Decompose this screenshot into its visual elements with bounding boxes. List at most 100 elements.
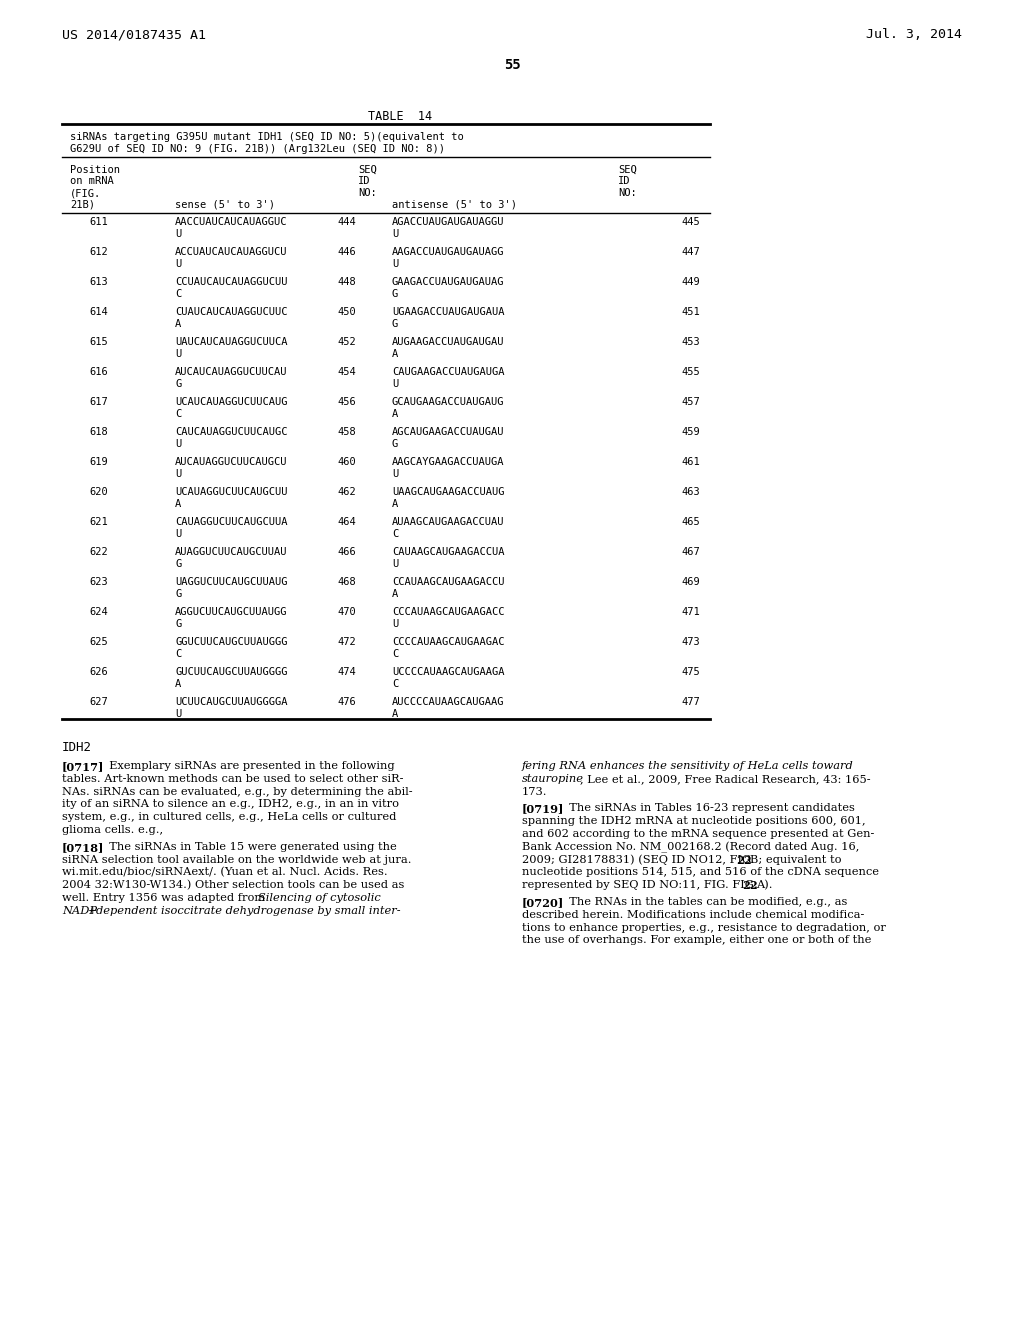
- Text: spanning the IDH2 mRNA at nucleotide positions 600, 601,: spanning the IDH2 mRNA at nucleotide pos…: [522, 816, 865, 826]
- Text: [0720]: [0720]: [522, 898, 564, 908]
- Text: G: G: [175, 379, 181, 389]
- Text: fering RNA enhances the sensitivity of HeLa cells toward: fering RNA enhances the sensitivity of H…: [522, 762, 854, 771]
- Text: The RNAs in the tables can be modified, e.g., as: The RNAs in the tables can be modified, …: [562, 898, 848, 907]
- Text: (FIG.: (FIG.: [70, 187, 101, 198]
- Text: NADP: NADP: [62, 906, 97, 916]
- Text: 470: 470: [337, 607, 356, 616]
- Text: A: A: [392, 348, 398, 359]
- Text: 621: 621: [89, 517, 108, 527]
- Text: NO:: NO:: [358, 187, 377, 198]
- Text: U: U: [392, 379, 398, 389]
- Text: 474: 474: [337, 667, 356, 677]
- Text: UCCCCAUAAGCAUGAAGA: UCCCCAUAAGCAUGAAGA: [392, 667, 505, 677]
- Text: NO:: NO:: [618, 187, 637, 198]
- Text: 446: 446: [337, 247, 356, 257]
- Text: A: A: [392, 709, 398, 719]
- Text: 463: 463: [681, 487, 700, 498]
- Text: 611: 611: [89, 216, 108, 227]
- Text: B; equivalent to: B; equivalent to: [750, 854, 842, 865]
- Text: 475: 475: [681, 667, 700, 677]
- Text: tables. Art-known methods can be used to select other siR-: tables. Art-known methods can be used to…: [62, 774, 403, 784]
- Text: C: C: [392, 529, 398, 539]
- Text: well. Entry 1356 was adapted from: well. Entry 1356 was adapted from: [62, 894, 269, 903]
- Text: CAUGAAGACCUAUGAUGA: CAUGAAGACCUAUGAUGA: [392, 367, 505, 378]
- Text: 613: 613: [89, 277, 108, 286]
- Text: 453: 453: [681, 337, 700, 347]
- Text: 472: 472: [337, 638, 356, 647]
- Text: [0718]: [0718]: [62, 842, 104, 853]
- Text: G: G: [175, 619, 181, 630]
- Text: represented by SEQ ID NO:11, FIG. FIG.: represented by SEQ ID NO:11, FIG. FIG.: [522, 880, 761, 890]
- Text: 477: 477: [681, 697, 700, 708]
- Text: AUAGGUCUUCAUGCUUAU: AUAGGUCUUCAUGCUUAU: [175, 546, 288, 557]
- Text: IDH2: IDH2: [62, 741, 92, 754]
- Text: TABLE  14: TABLE 14: [368, 110, 432, 123]
- Text: U: U: [175, 348, 181, 359]
- Text: U: U: [392, 558, 398, 569]
- Text: 620: 620: [89, 487, 108, 498]
- Text: GCAUGAAGACCUAUGAUG: GCAUGAAGACCUAUGAUG: [392, 397, 505, 407]
- Text: 462: 462: [337, 487, 356, 498]
- Text: 466: 466: [337, 546, 356, 557]
- Text: 445: 445: [681, 216, 700, 227]
- Text: 464: 464: [337, 517, 356, 527]
- Text: C: C: [175, 649, 181, 659]
- Text: CAUAAGCAUGAAGACCUA: CAUAAGCAUGAAGACCUA: [392, 546, 505, 557]
- Text: AUCAUAGGUCUUCAUGCU: AUCAUAGGUCUUCAUGCU: [175, 457, 288, 467]
- Text: 55: 55: [504, 58, 520, 73]
- Text: 449: 449: [681, 277, 700, 286]
- Text: 626: 626: [89, 667, 108, 677]
- Text: The siRNAs in Tables 16-23 represent candidates: The siRNAs in Tables 16-23 represent can…: [562, 804, 855, 813]
- Text: 471: 471: [681, 607, 700, 616]
- Text: 616: 616: [89, 367, 108, 378]
- Text: 623: 623: [89, 577, 108, 587]
- Text: A: A: [392, 409, 398, 418]
- Text: UAAGCAUGAAGACCUAUG: UAAGCAUGAAGACCUAUG: [392, 487, 505, 498]
- Text: 2009; GI28178831) (SEQ ID NO12, FIG.: 2009; GI28178831) (SEQ ID NO12, FIG.: [522, 854, 758, 865]
- Text: 615: 615: [89, 337, 108, 347]
- Text: ity of an siRNA to silence an e.g., IDH2, e.g., in an in vitro: ity of an siRNA to silence an e.g., IDH2…: [62, 800, 399, 809]
- Text: A: A: [392, 589, 398, 599]
- Text: A: A: [175, 319, 181, 329]
- Text: system, e.g., in cultured cells, e.g., HeLa cells or cultured: system, e.g., in cultured cells, e.g., H…: [62, 812, 396, 822]
- Text: , Lee et al., 2009, Free Radical Research, 43: 165-: , Lee et al., 2009, Free Radical Researc…: [580, 774, 870, 784]
- Text: 624: 624: [89, 607, 108, 616]
- Text: 447: 447: [681, 247, 700, 257]
- Text: AUGAAGACCUAUGAUGAU: AUGAAGACCUAUGAUGAU: [392, 337, 505, 347]
- Text: siRNAs targeting G395U mutant IDH1 (SEQ ID NO: 5)(equivalent to: siRNAs targeting G395U mutant IDH1 (SEQ …: [70, 132, 464, 143]
- Text: 458: 458: [337, 426, 356, 437]
- Text: A: A: [175, 678, 181, 689]
- Text: U: U: [175, 469, 181, 479]
- Text: dependent isoccitrate dehydrogenase by small inter-: dependent isoccitrate dehydrogenase by s…: [96, 906, 400, 916]
- Text: 452: 452: [337, 337, 356, 347]
- Text: 612: 612: [89, 247, 108, 257]
- Text: 444: 444: [337, 216, 356, 227]
- Text: U: U: [175, 228, 181, 239]
- Text: The siRNAs in Table 15 were generated using the: The siRNAs in Table 15 were generated us…: [102, 842, 396, 851]
- Text: UAGGUCUUCAUGCUUAUG: UAGGUCUUCAUGCUUAUG: [175, 577, 288, 587]
- Text: U: U: [175, 440, 181, 449]
- Text: 618: 618: [89, 426, 108, 437]
- Text: 617: 617: [89, 397, 108, 407]
- Text: CCCAUAAGCAUGAAGACC: CCCAUAAGCAUGAAGACC: [392, 607, 505, 616]
- Text: GUCUUCAUGCUUAUGGGG: GUCUUCAUGCUUAUGGGG: [175, 667, 288, 677]
- Text: AUCAUCAUAGGUCUUCAU: AUCAUCAUAGGUCUUCAU: [175, 367, 288, 378]
- Text: glioma cells. e.g.,: glioma cells. e.g.,: [62, 825, 163, 836]
- Text: ID: ID: [358, 177, 371, 186]
- Text: C: C: [392, 678, 398, 689]
- Text: SEQ: SEQ: [358, 165, 377, 176]
- Text: A: A: [392, 499, 398, 510]
- Text: 454: 454: [337, 367, 356, 378]
- Text: 465: 465: [681, 517, 700, 527]
- Text: UCUUCAUGCUUAUGGGGA: UCUUCAUGCUUAUGGGGA: [175, 697, 288, 708]
- Text: G629U of SEQ ID NO: 9 (FIG. 21B)) (Arg132Leu (SEQ ID NO: 8)): G629U of SEQ ID NO: 9 (FIG. 21B)) (Arg13…: [70, 144, 445, 154]
- Text: G: G: [175, 558, 181, 569]
- Text: siRNA selection tool available on the worldwide web at jura.: siRNA selection tool available on the wo…: [62, 854, 412, 865]
- Text: U: U: [175, 529, 181, 539]
- Text: AGCAUGAAGACCUAUGAU: AGCAUGAAGACCUAUGAU: [392, 426, 505, 437]
- Text: 22: 22: [742, 880, 758, 891]
- Text: NAs. siRNAs can be evaluated, e.g., by determining the abil-: NAs. siRNAs can be evaluated, e.g., by d…: [62, 787, 413, 796]
- Text: UGAAGACCUAUGAUGAUA: UGAAGACCUAUGAUGAUA: [392, 308, 505, 317]
- Text: AUCCCCAUAAGCAUGAAG: AUCCCCAUAAGCAUGAAG: [392, 697, 505, 708]
- Text: 451: 451: [681, 308, 700, 317]
